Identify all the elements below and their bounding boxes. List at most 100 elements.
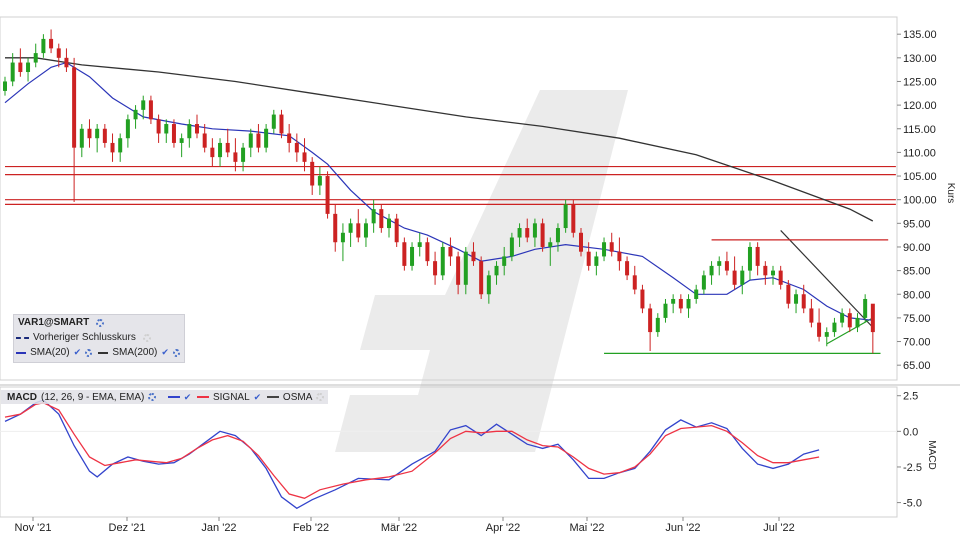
candle-body [817,322,822,337]
candle [594,251,599,276]
candle-body [148,100,153,120]
candle [763,261,768,285]
candle-body [79,128,84,148]
price-y-tick-label: 100.00 [903,195,937,207]
signal-label: SIGNAL [212,391,250,403]
candle [471,242,476,266]
candle-body [494,265,499,276]
candle-body [602,242,607,257]
price-legend: VAR1@SMART Vorheriger Schlusskurs SMA(20… [13,314,185,363]
candle-body [571,204,576,233]
candle [248,128,253,158]
candle-body [271,114,276,129]
macd-y-tick-label: -2.5 [903,462,922,474]
candle [701,270,706,295]
candle [778,265,783,290]
signal-line [4,402,820,499]
candle [571,199,576,238]
candle-body [417,242,422,247]
candle [164,119,169,143]
osma-label: OSMA [282,391,313,403]
candle-body [701,275,706,290]
legend-row-sma: SMA(20) ✔ SMA(200) ✔ [14,345,184,360]
candle-body [786,284,791,304]
macd-gear-icon[interactable] [148,393,156,401]
macd-y-tick-label: -5.0 [903,498,922,510]
candle [79,124,84,158]
settings-gear-icon[interactable] [96,318,105,327]
candle [279,109,284,139]
candle-body [402,242,407,266]
candle [456,251,461,295]
sma20-gear-icon[interactable] [85,348,93,357]
sma200-gear-icon[interactable] [172,348,180,357]
sma200-check-icon[interactable]: ✔ [161,347,169,357]
macd-check-icon[interactable]: ✔ [183,391,192,402]
candle-body [294,142,299,153]
macd-line [4,399,820,510]
trend-line [780,230,874,328]
candle-body [410,246,415,266]
candle [809,298,814,328]
candle-body [870,303,875,333]
candle-body [95,128,100,139]
candle-body [287,133,292,143]
candle [840,308,845,328]
candle-body [141,100,146,110]
candle [10,53,15,87]
candle-body [717,261,722,266]
price-y-tick-label: 115.00 [903,124,936,136]
candle [26,57,31,82]
candle [394,213,399,247]
candle [41,34,46,58]
candle-body [863,298,868,318]
candle-body [555,228,560,243]
candle-body [632,275,637,290]
sma20-check-icon[interactable]: ✔ [73,347,82,357]
candle [179,133,184,158]
candle [225,128,230,158]
candle [855,313,860,333]
price-y-tick-label: 65.00 [903,360,931,372]
candle [294,133,299,162]
candle-body [525,228,530,238]
candle [655,313,660,337]
candle-body [794,294,799,304]
candle-body [579,232,583,252]
candle [56,43,61,68]
candle [333,204,338,252]
candle [563,199,568,233]
candle-body [125,119,130,139]
osma-gear-icon[interactable] [316,393,324,401]
x-tick-label: Dez '21 [109,522,146,534]
candle-body [33,53,38,63]
candle [847,308,852,333]
candle [371,199,376,233]
candle-body [563,204,568,229]
candle-body [394,218,399,243]
candle-body [387,218,391,229]
candle [264,124,269,153]
candle [325,171,330,219]
candle-body [463,251,468,285]
candle-body [302,152,307,162]
candle-body [371,209,376,224]
price-y-tick-label: 130.00 [903,53,937,65]
candle [202,124,207,153]
signal-check-icon[interactable]: ✔ [253,391,262,402]
candle-body [156,119,161,134]
candle [141,95,146,120]
candle [771,265,775,285]
candle [95,124,100,153]
candle-body [617,251,622,262]
price-y-tick-label: 110.00 [903,147,936,159]
candle-body [26,62,31,73]
prev-close-gear-icon[interactable] [142,333,151,342]
price-y-tick-label: 90.00 [903,242,931,254]
candle [648,303,653,351]
candle-body [586,251,591,266]
candle [271,109,276,134]
candle-body [218,142,223,158]
sma20-swatch [16,351,27,354]
